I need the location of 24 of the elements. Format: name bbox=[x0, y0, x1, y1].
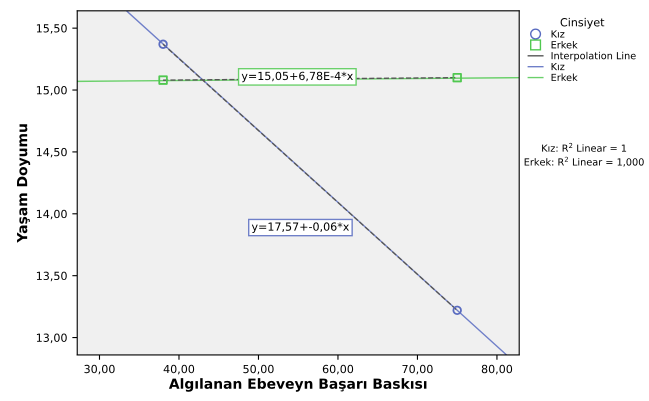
y-tick-label: 13,50 bbox=[36, 272, 67, 282]
legend-label: Erkek bbox=[552, 74, 578, 82]
x-tick-label: 50,00 bbox=[243, 364, 274, 374]
x-tick-label: 40,00 bbox=[164, 364, 194, 374]
annotation: y=15,05+6,78E-4*x bbox=[242, 72, 353, 82]
text: Kız: R$^{2}$ Linear = 1 bbox=[542, 142, 626, 152]
legend-label: Erkek bbox=[552, 40, 578, 48]
legend-label: Interpolation Line bbox=[552, 52, 636, 62]
x-tick-label: 80,00 bbox=[482, 364, 512, 374]
y-tick-label: 14,50 bbox=[36, 148, 67, 158]
legend-title: Cinsiyet bbox=[560, 18, 604, 29]
x-tick-label: 70,00 bbox=[402, 364, 433, 374]
annotation: y=17,57+-0,06*x bbox=[252, 222, 349, 233]
y-tick-label: 13,00 bbox=[36, 334, 67, 344]
y-tick-label: 14,00 bbox=[36, 210, 67, 220]
legend-label: Kız bbox=[552, 62, 564, 70]
y-tick-label: 15,00 bbox=[36, 86, 67, 96]
y-axis-title: Yaşam Doyumu bbox=[17, 124, 30, 243]
text: Erkek: R$^{2}$ Linear = 1,000 bbox=[524, 156, 644, 167]
x-axis-title: Algılanan Ebeveyn Başarı Baskısı bbox=[168, 378, 426, 392]
legend-label: Kız bbox=[552, 30, 564, 38]
y-tick-label: 15,50 bbox=[36, 24, 67, 34]
x-tick-label: 60,00 bbox=[322, 364, 354, 374]
x-tick-label: 30,00 bbox=[84, 364, 115, 374]
